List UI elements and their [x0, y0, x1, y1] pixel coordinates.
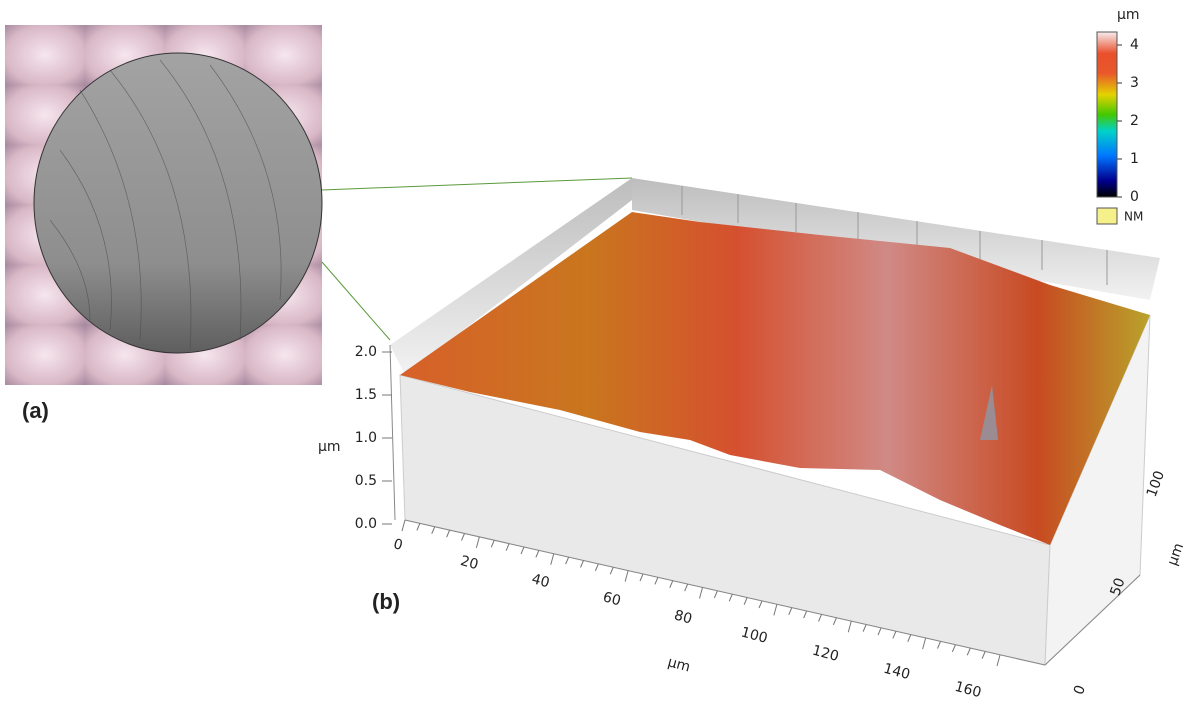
- zoom-line: [322, 178, 632, 190]
- z-tick-label: 1.0: [355, 430, 377, 446]
- sample-disc: [34, 53, 322, 353]
- x-minor-tick: [774, 604, 777, 615]
- colorbar: [1097, 32, 1117, 197]
- x-minor-tick: [789, 608, 792, 615]
- x-tick-label: 160: [953, 679, 983, 701]
- y-tick-label: 0: [1071, 683, 1089, 697]
- x-tick-label: 80: [672, 607, 693, 627]
- colorbar-tick-label: 1: [1130, 151, 1139, 167]
- x-minor-tick: [506, 544, 509, 551]
- x-minor-tick: [581, 561, 584, 568]
- x-minor-tick: [744, 598, 747, 605]
- x-tick-label: 60: [601, 589, 622, 609]
- zoom-line: [322, 262, 390, 340]
- x-minor-tick: [462, 534, 465, 541]
- x-minor-tick: [908, 635, 911, 642]
- x-minor-tick: [863, 625, 866, 632]
- x-tick-label: 40: [530, 571, 551, 591]
- x-minor-tick: [447, 530, 450, 537]
- z-tick-label: 0.5: [355, 473, 377, 489]
- x-tick-label: 20: [459, 553, 480, 573]
- z-tick-label: 0.0: [355, 516, 377, 532]
- x-minor-tick: [923, 638, 926, 649]
- x-minor-tick: [833, 618, 836, 625]
- x-minor-tick: [714, 591, 717, 598]
- x-tick-label: 140: [882, 661, 912, 683]
- x-minor-tick: [417, 523, 420, 530]
- x-axis-unit: µm: [666, 654, 692, 675]
- x-minor-tick: [595, 564, 598, 571]
- x-minor-tick: [566, 557, 569, 564]
- x-minor-tick: [982, 652, 985, 659]
- x-minor-tick: [521, 547, 524, 554]
- x-minor-tick: [893, 631, 896, 638]
- x-minor-tick: [938, 642, 941, 649]
- x-minor-tick: [536, 550, 539, 557]
- figure: (a) 4 3 2 1 0 2.0 1.5 1.0 0.5 0.0 0 20 40 60 80 100 120 1…: [0, 0, 1192, 704]
- x-minor-tick: [655, 577, 658, 584]
- panel-label: (b): [372, 589, 400, 614]
- x-minor-tick: [729, 594, 732, 601]
- x-minor-tick: [640, 574, 643, 581]
- x-minor-tick: [610, 567, 613, 574]
- x-minor-tick: [491, 540, 494, 547]
- colorbar-tick-label: 4: [1130, 37, 1139, 53]
- x-minor-tick: [759, 601, 762, 608]
- colorbar-unit: µm: [1117, 7, 1140, 23]
- x-minor-tick: [432, 527, 435, 534]
- colorbar-tick-label: 3: [1130, 75, 1139, 91]
- x-minor-tick: [700, 588, 703, 599]
- nm-swatch: [1097, 208, 1117, 224]
- x-minor-tick: [967, 648, 970, 655]
- x-minor-tick: [997, 655, 1000, 666]
- colorbar-tick-label: 2: [1130, 113, 1139, 129]
- x-minor-tick: [670, 581, 673, 588]
- nm-label: NM: [1124, 210, 1143, 224]
- x-tick-label: 0: [392, 536, 405, 554]
- x-minor-tick: [878, 628, 881, 635]
- x-tick-label: 120: [811, 643, 841, 665]
- z-tick-label: 2.0: [355, 344, 377, 360]
- x-minor-tick: [551, 554, 554, 565]
- colorbar-tick-label: 0: [1130, 189, 1139, 205]
- x-minor-tick: [804, 611, 807, 618]
- x-minor-tick: [685, 584, 688, 591]
- z-axis-unit: µm: [318, 439, 341, 455]
- x-minor-tick: [402, 520, 405, 531]
- x-minor-tick: [625, 571, 628, 582]
- y-axis-unit: µm: [1164, 541, 1187, 568]
- z-tick-label: 1.5: [355, 387, 377, 403]
- panel-label: (a): [22, 398, 49, 423]
- x-minor-tick: [476, 537, 479, 548]
- x-minor-tick: [848, 621, 851, 632]
- z-axis-line: [390, 345, 395, 520]
- x-tick-label: 100: [739, 624, 769, 646]
- y-tick-label: 100: [1144, 469, 1168, 500]
- x-minor-tick: [952, 645, 955, 652]
- x-minor-tick: [819, 615, 822, 622]
